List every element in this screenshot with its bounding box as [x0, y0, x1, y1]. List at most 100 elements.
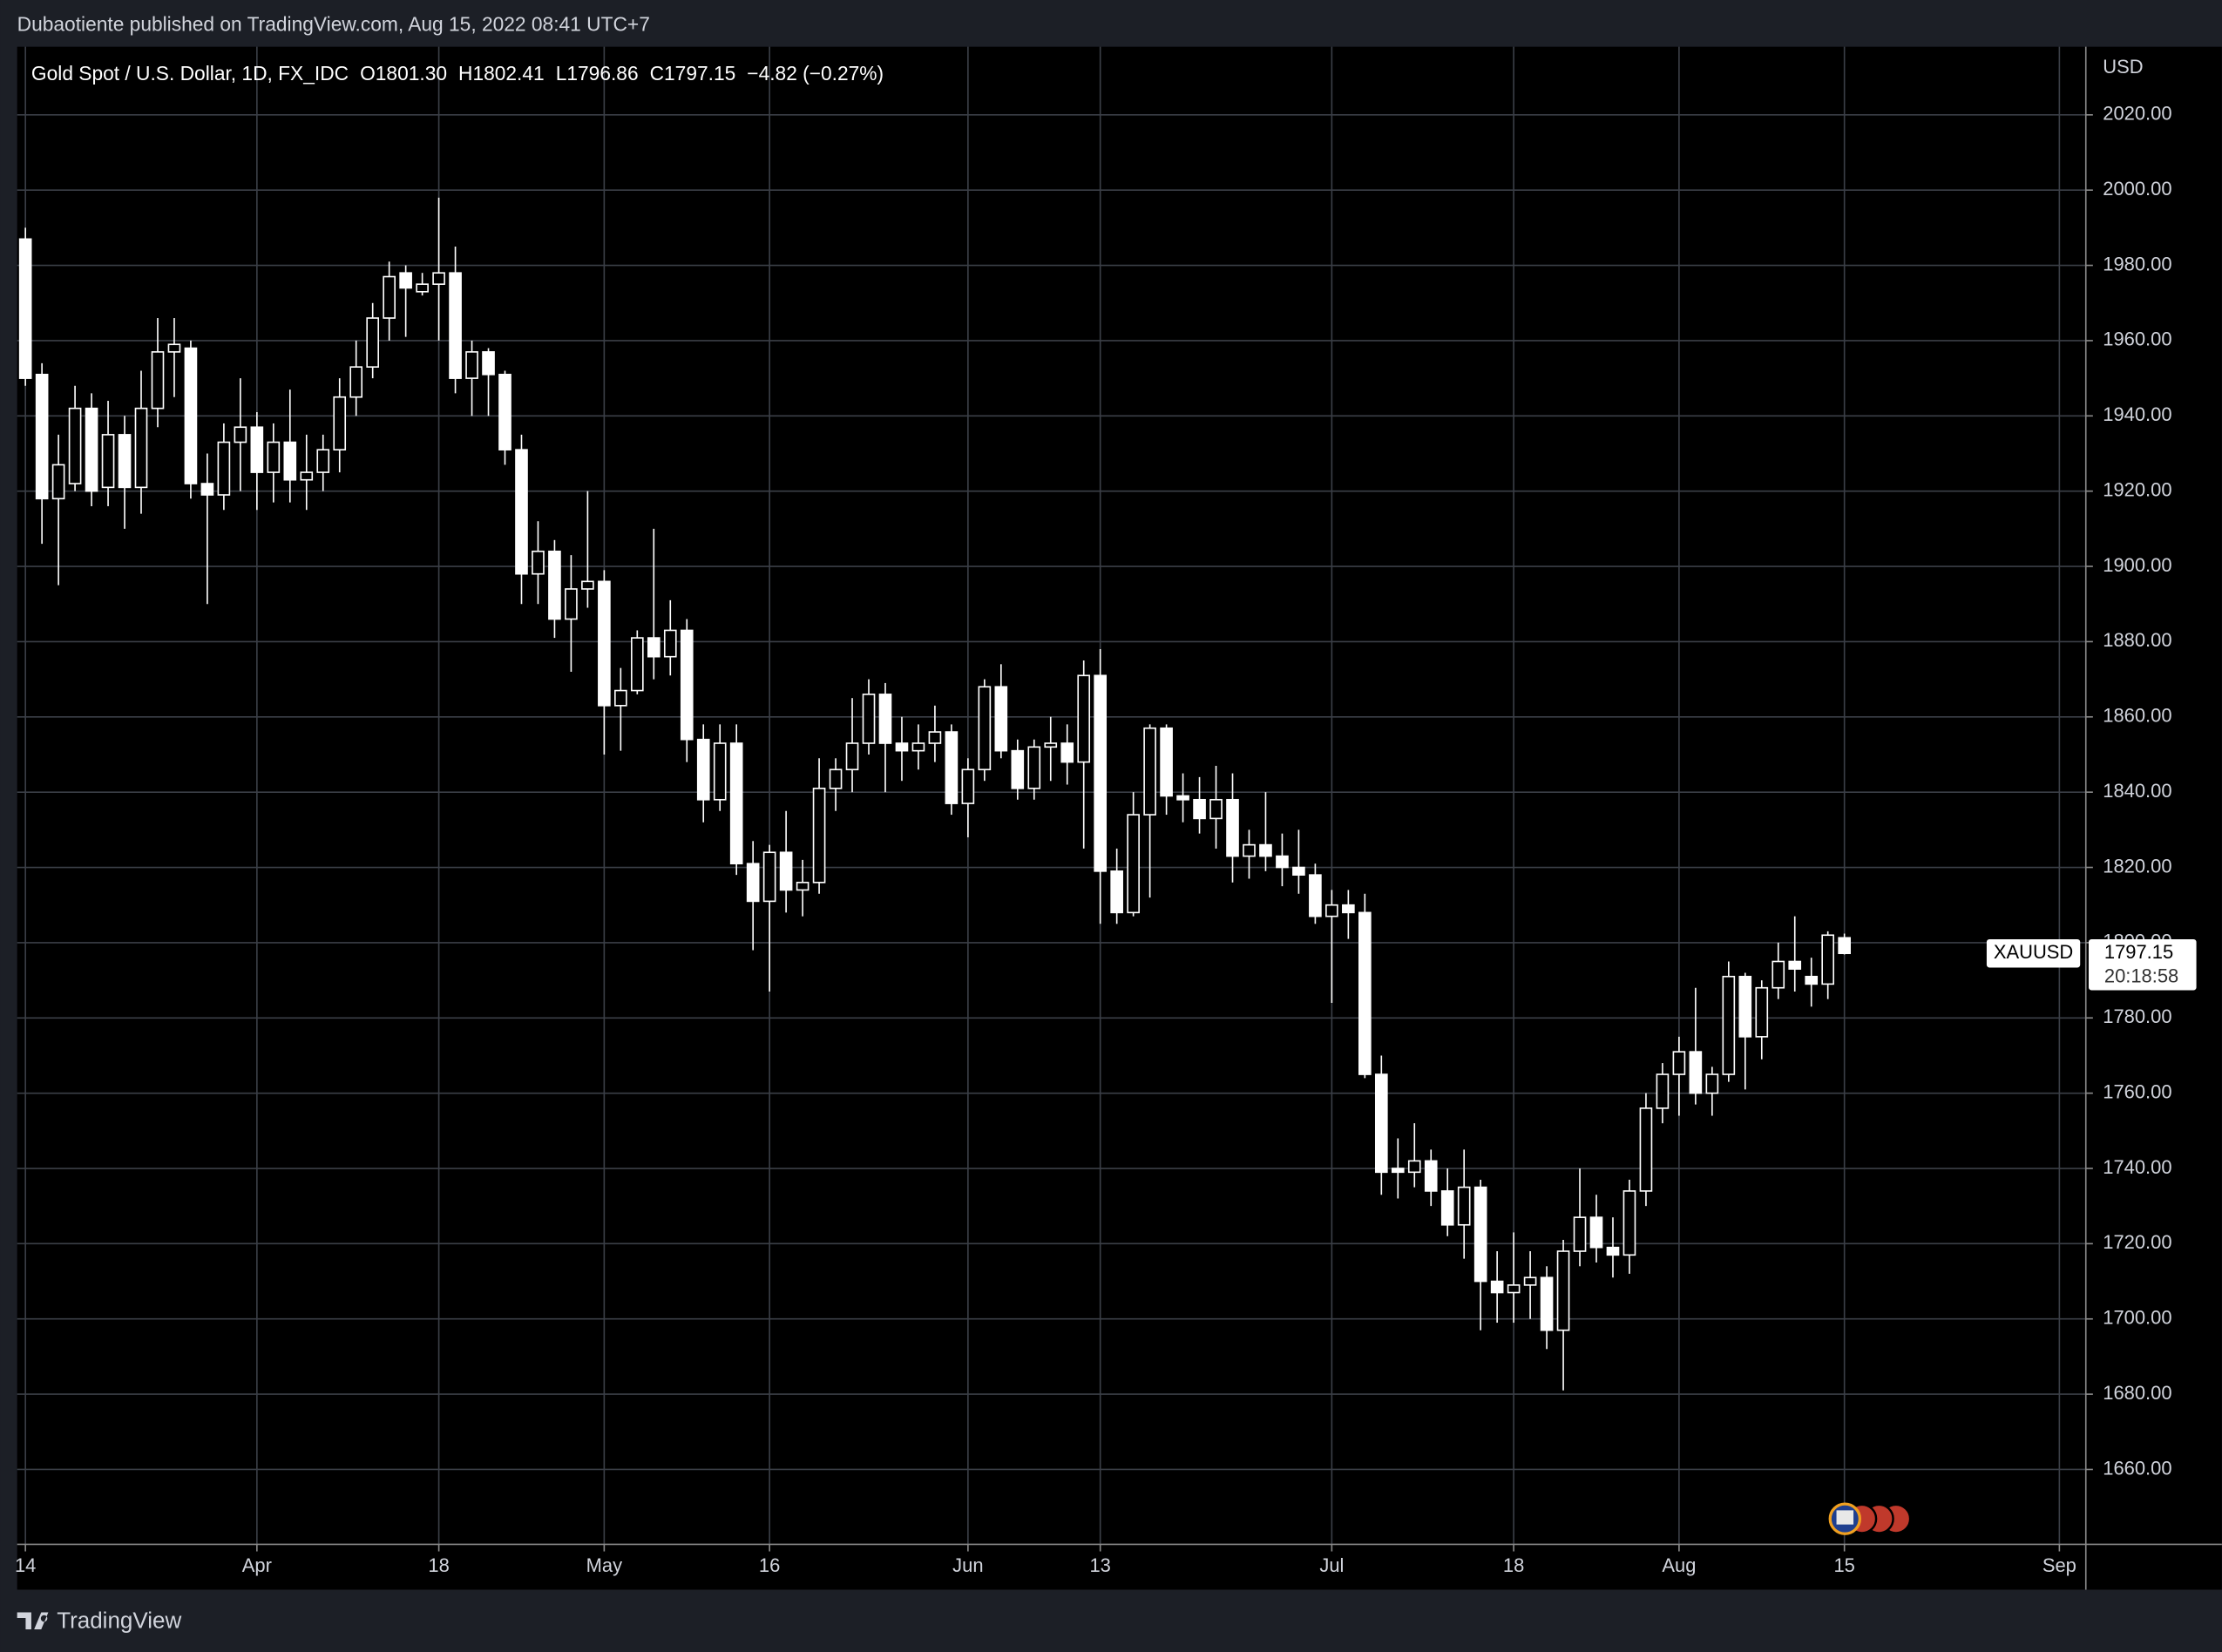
candle-body	[1027, 746, 1041, 789]
candle-body	[250, 426, 264, 473]
y-tick-label: 2020.00	[2103, 103, 2171, 125]
candle-body	[1805, 975, 1819, 985]
candle-body	[1639, 1107, 1653, 1192]
candle-body	[432, 272, 445, 285]
candle-body	[349, 366, 363, 398]
candle-body	[1160, 727, 1173, 797]
symbol: Gold Spot / U.S. Dollar, 1D, FX_IDC	[31, 62, 349, 85]
y-tick-label: 1920.00	[2103, 478, 2171, 500]
candle-body	[1821, 934, 1835, 985]
x-tick-label: May	[586, 1554, 622, 1576]
candle-body	[762, 851, 776, 903]
candle-body	[1622, 1190, 1636, 1256]
candle-body	[1309, 874, 1322, 917]
brand-logo	[17, 1612, 49, 1629]
candle-body	[696, 738, 710, 801]
candle-body	[1424, 1160, 1438, 1192]
candle-body	[796, 881, 810, 891]
candle-body	[1094, 674, 1108, 872]
candle-body	[399, 272, 412, 289]
candle-body	[1540, 1276, 1554, 1331]
close-label: C1797.15	[650, 62, 736, 85]
candle-body	[51, 464, 65, 500]
low-label: L1796.86	[556, 62, 639, 85]
candle-body	[184, 347, 198, 484]
candle-body	[1407, 1160, 1421, 1174]
candle-body	[1193, 798, 1206, 820]
candle-body	[614, 689, 627, 707]
candle-body	[1705, 1073, 1719, 1094]
x-tick-label: Jul	[1319, 1554, 1344, 1576]
legend: Gold Spot / U.S. Dollar, 1D, FX_IDC O1801…	[31, 62, 884, 85]
candle-body	[1507, 1284, 1521, 1294]
candle-body	[167, 343, 181, 353]
candle-body	[548, 550, 561, 620]
x-tick-label: Apr	[242, 1554, 272, 1576]
symbol-tag-label: XAUUSD	[1994, 941, 2073, 963]
price-tag	[2088, 938, 2197, 991]
candle-body	[812, 788, 826, 884]
candle-body	[713, 742, 727, 801]
candle-body	[1672, 1051, 1686, 1075]
candle-body	[1259, 843, 1272, 857]
candle-body	[1127, 814, 1140, 914]
candle-body	[1722, 975, 1736, 1075]
candle-body	[200, 483, 214, 496]
candle-body	[366, 317, 380, 368]
candle-body	[895, 742, 909, 752]
plot-background	[17, 46, 2222, 1590]
x-tick-label: Jun	[952, 1554, 983, 1576]
candle-body	[1440, 1190, 1454, 1226]
y-tick-label: 1820.00	[2103, 855, 2171, 877]
candle-body	[928, 731, 942, 744]
candle-body	[1689, 1051, 1703, 1094]
candle-body	[85, 407, 98, 492]
candle-body	[779, 851, 793, 891]
candle-body	[1656, 1073, 1670, 1109]
y-tick-label: 1960.00	[2103, 328, 2171, 350]
y-tick-label: 1720.00	[2103, 1231, 2171, 1253]
y-tick-label: 1740.00	[2103, 1156, 2171, 1178]
candle-body	[515, 449, 528, 575]
y-tick-label: 1880.00	[2103, 629, 2171, 651]
candle-body	[1011, 749, 1025, 789]
published-line: Dubaotiente published on TradingView.com…	[17, 12, 650, 35]
candle-body	[1838, 937, 1851, 955]
candle-body	[1738, 975, 1752, 1038]
candle-body	[647, 637, 661, 658]
candle-body	[1772, 960, 1785, 989]
candle-body	[1044, 742, 1058, 748]
candle-body	[1473, 1186, 1487, 1283]
brand: TradingView	[17, 1608, 182, 1634]
x-tick-label: 14	[15, 1554, 36, 1576]
candle-body	[581, 580, 594, 590]
candle-body	[862, 694, 876, 744]
candle-body	[316, 449, 330, 473]
x-tick-label: 18	[428, 1554, 449, 1576]
candle-body	[961, 768, 975, 804]
candle-body	[1391, 1168, 1405, 1174]
x-tick-label: Aug	[1662, 1554, 1696, 1576]
candle-body	[134, 407, 148, 489]
candle-body	[1226, 798, 1239, 857]
price-tag-label: 1797.15	[2104, 941, 2173, 963]
candle-body	[151, 351, 165, 410]
candle-body	[1589, 1216, 1603, 1249]
candle-body	[1755, 986, 1769, 1038]
candle-body	[1060, 742, 1074, 763]
candle-body	[234, 426, 247, 443]
candle-body	[565, 588, 578, 620]
x-tick-label: 15	[1833, 1554, 1854, 1576]
candle-body	[878, 694, 892, 744]
candle-body	[1606, 1246, 1620, 1256]
candle-body	[746, 863, 760, 903]
symbol-tag	[1986, 938, 2081, 968]
candle-body	[680, 629, 694, 741]
candle-body	[465, 351, 478, 379]
y-tick-label: 1860.00	[2103, 705, 2171, 727]
y-tick-label: 1840.00	[2103, 780, 2171, 802]
candle-body	[1243, 843, 1256, 857]
x-tick-label: Sep	[2042, 1554, 2076, 1576]
change-label: −4.82 (−0.27%)	[747, 62, 884, 85]
